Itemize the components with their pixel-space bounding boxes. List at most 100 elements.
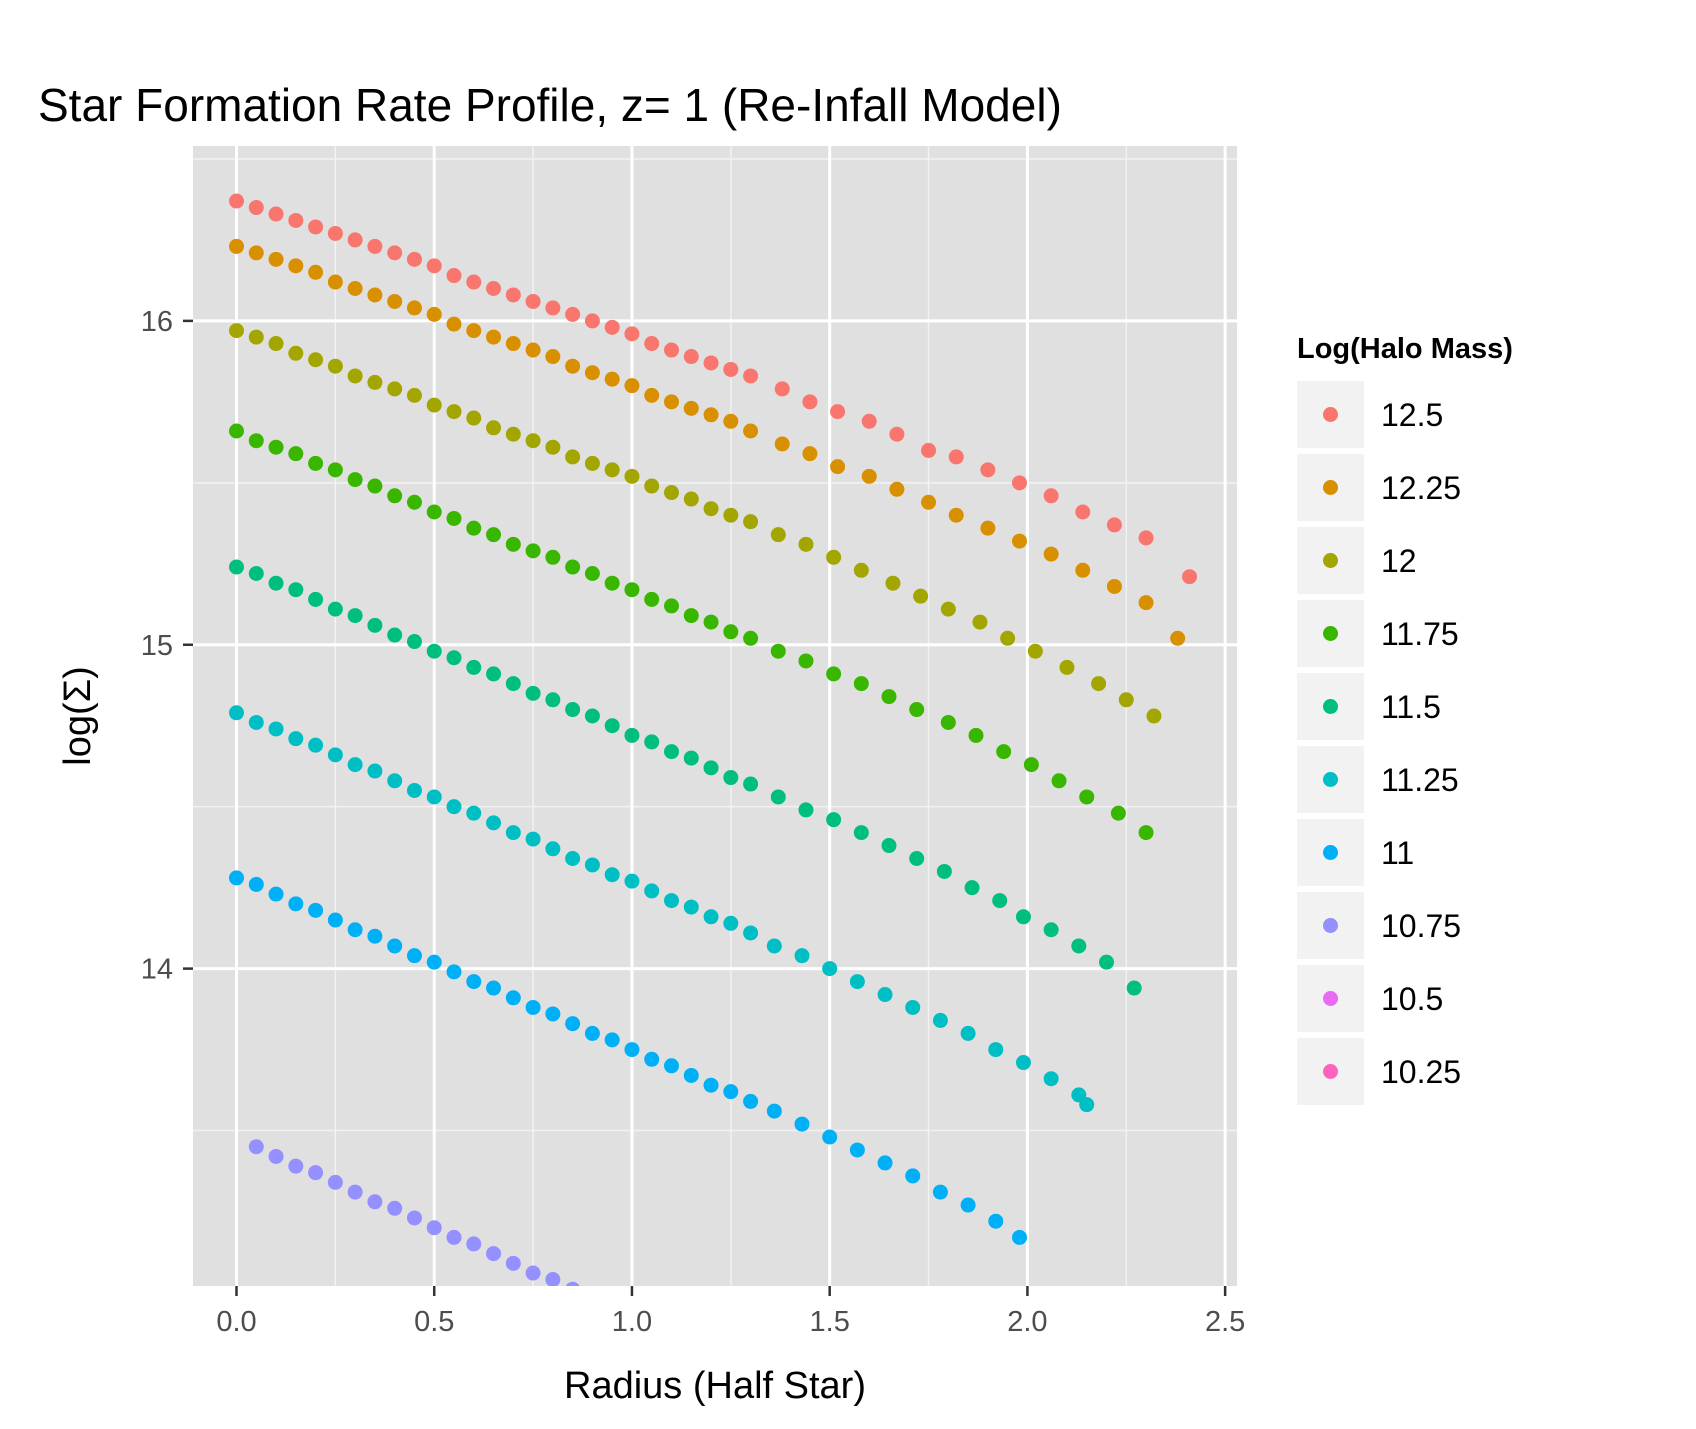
data-point [980,520,996,536]
data-point [387,627,403,643]
data-point [565,1016,581,1032]
data-point [505,676,521,692]
data-point [248,566,264,581]
data-point [604,867,620,883]
data-point [826,812,842,828]
data-point [446,268,462,284]
data-point [248,200,264,216]
legend-label: 10.75 [1381,908,1461,944]
data-point [426,643,442,659]
data-point [1110,805,1126,821]
data-point [565,449,581,465]
data-point [644,478,660,494]
data-point [426,954,442,970]
data-point [229,423,244,439]
data-point [565,702,581,718]
data-point [367,763,383,779]
data-point [327,747,343,763]
data-point [802,446,818,462]
data-point [466,1236,482,1252]
data-point [268,886,284,902]
data-point [466,274,482,290]
data-point [486,1246,502,1262]
data-point [308,1385,323,1400]
x-tick-label: 0.0 [216,1306,256,1338]
data-point [466,974,482,990]
data-point [387,1200,403,1216]
data-point [347,281,363,296]
data-point [505,536,521,552]
data-point [525,543,541,559]
data-point [794,1116,810,1132]
data-point [624,326,640,342]
data-point [1000,630,1016,646]
x-tick-label: 0.5 [414,1306,454,1338]
data-point [684,1337,699,1352]
data-point [486,980,502,996]
chart-title: Star Formation Rate Profile, z= 1 (Re-In… [38,79,1062,131]
legend-key-dot [1323,480,1338,495]
data-point [426,789,442,805]
data-point [545,549,561,565]
data-point [604,575,620,591]
data-point [308,591,324,607]
data-point [387,773,403,789]
data-point [683,1067,699,1083]
data-point [387,293,403,309]
legend-key-dot [1323,407,1338,422]
data-point [327,912,343,928]
data-point [525,1265,541,1281]
data-point [822,961,838,977]
data-point [988,1213,1004,1229]
data-point [268,721,284,737]
data-point [505,336,521,352]
data-point [1043,488,1059,504]
data-point [1027,643,1043,659]
data-point [644,883,660,899]
legend-key-dot [1323,918,1338,933]
legend-key-dot [1323,626,1338,641]
data-point [229,193,244,209]
data-point [486,527,502,543]
data-point [446,404,462,420]
data-point [905,999,921,1015]
data-point [466,805,482,821]
data-point [644,1051,660,1067]
y-axis: 14 15 16 [141,306,193,986]
legend-key-dot [1323,553,1338,568]
data-point [505,1255,521,1271]
data-point [506,1385,521,1400]
data-point [664,485,679,501]
data-point [288,896,304,912]
data-point [466,520,482,536]
data-point [545,439,561,455]
data-point [367,287,383,303]
data-point [770,527,786,543]
data-point [446,650,462,666]
data-point [1012,475,1027,491]
data-point [426,258,442,274]
data-point [565,1281,580,1286]
data-point [288,212,304,228]
data-point [683,608,699,624]
data-point [308,352,324,368]
legend-label: 12 [1381,543,1417,579]
data-point [644,387,660,403]
data-point [446,964,462,980]
data-point [347,472,363,488]
data-point [327,601,343,617]
data-point [853,676,869,692]
data-point [683,899,699,915]
data-point [288,1158,304,1174]
data-point [766,938,782,954]
data-point [992,893,1008,909]
data-point [1079,1097,1095,1113]
data-point [584,455,600,471]
data-point [644,336,660,352]
data-point [446,510,462,526]
data-point [545,1385,560,1400]
data-point [248,329,264,345]
data-point [960,1025,976,1041]
data-point [1071,938,1087,954]
data-point [505,426,521,442]
